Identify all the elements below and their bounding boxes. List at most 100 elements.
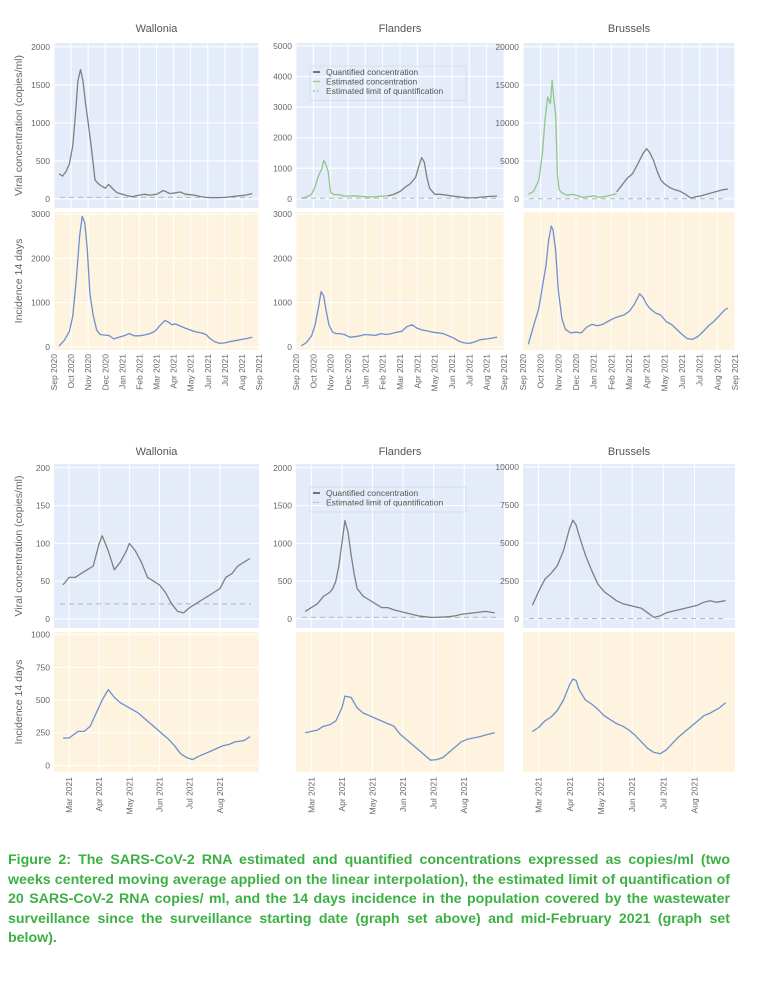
y-tick-label: 1000 [273,538,292,548]
y-tick-label: 15000 [495,80,519,90]
x-tick-label: Sep 2020 [518,354,528,391]
legend-entry: Estimated limit of quantification [326,498,443,508]
quantified-concentration-line [62,535,251,614]
concentration-panel-background [296,464,504,628]
panel-title: Flanders [379,446,422,458]
incidence-line [300,290,498,347]
panel-title: Brussels [608,23,651,35]
y-tick-label: 500 [36,156,50,166]
x-tick-label: Jun 2021 [627,777,637,812]
x-tick-label: Oct 2020 [66,354,76,389]
concentration-panel-background [54,464,259,628]
x-tick-label: Apr 2021 [337,777,347,812]
incidence-panel-background [54,632,259,772]
x-tick-label: Sep 2021 [254,354,264,391]
x-tick-label: Aug 2021 [237,354,247,391]
x-tick-label: Jun 2021 [677,354,687,389]
x-tick-label: Aug 2021 [689,777,699,814]
y-tick-label: 0 [287,342,292,352]
y-tick-label: 1000 [31,298,50,308]
x-tick-label: Apr 2021 [642,354,652,389]
y-tick-label: 0 [45,614,50,624]
y-tick-label: 7500 [500,500,519,510]
x-tick-label: Aug 2021 [482,354,492,391]
y-tick-label: 1000 [31,630,50,640]
x-tick-label: Nov 2020 [553,354,563,391]
incidence-line [532,678,727,755]
y-tick-label: 250 [36,728,50,738]
x-tick-label: May 2021 [430,354,440,392]
x-tick-label: Mar 2021 [152,354,162,390]
x-tick-label: Feb 2021 [378,354,388,390]
x-tick-label: Mar 2021 [534,777,544,813]
x-tick-label: Apr 2021 [94,777,104,812]
panel-title: Wallonia [136,446,179,458]
panel-title: Flanders [379,23,422,35]
y-tick-label: 2000 [273,253,292,263]
y-tick-label: 2500 [500,576,519,586]
quantified-concentration-line [387,156,498,199]
incidence-panel-background [523,632,735,772]
y-tick-label: 5000 [273,41,292,51]
x-tick-label: May 2021 [186,354,196,392]
y-tick-label: 20000 [495,42,519,52]
y-tick-label: 2000 [273,463,292,473]
x-tick-label: Jul 2021 [695,354,705,386]
x-tick-label: Apr 2021 [169,354,179,389]
incidence-line [305,695,495,761]
y-tick-label: 200 [36,463,50,473]
x-tick-label: Feb 2021 [606,354,616,390]
quantified-concentration-line [531,519,726,619]
x-tick-label: May 2021 [124,777,134,815]
x-tick-label: Apr 2021 [412,354,422,389]
x-tick-label: Sep 2021 [499,354,509,391]
incidence-line [58,215,253,347]
panel-title: Wallonia [136,23,179,35]
y-axis-label-concentration: Viral concentration (copies/ml) [13,55,25,196]
x-tick-label: Jan 2021 [117,354,127,389]
incidence-line [63,688,251,761]
x-tick-label: Sep 2021 [730,354,740,391]
y-tick-label: 750 [36,662,50,672]
x-tick-label: Oct 2020 [536,354,546,389]
y-tick-label: 100 [36,538,50,548]
x-tick-label: Dec 2020 [100,354,110,391]
x-tick-label: Feb 2021 [134,354,144,390]
x-tick-label: Jun 2021 [447,354,457,389]
y-tick-label: 1000 [31,118,50,128]
y-axis-label-incidence: Incidence 14 days [13,660,25,745]
y-tick-label: 1000 [273,163,292,173]
x-tick-label: Jul 2021 [658,777,668,809]
y-tick-label: 0 [45,760,50,770]
panel-title: Brussels [608,446,651,458]
estimated-concentration-line [527,79,617,199]
x-tick-label: Mar 2021 [624,354,634,390]
legend-entry: Estimated concentration [326,77,417,87]
y-tick-label: 500 [278,576,292,586]
y-tick-label: 3000 [273,102,292,112]
x-tick-label: Mar 2021 [64,777,74,813]
x-tick-label: Aug 2021 [712,354,722,391]
y-axis-label-concentration: Viral concentration (copies/ml) [13,475,25,616]
y-tick-label: 150 [36,501,50,511]
concentration-panel-background [523,464,735,628]
y-tick-label: 0 [45,342,50,352]
x-tick-label: Mar 2021 [306,777,316,813]
x-tick-label: Jun 2021 [203,354,213,389]
quantified-concentration-line [304,520,495,619]
x-tick-label: Aug 2021 [215,777,225,814]
y-tick-label: 10000 [495,462,519,472]
x-tick-label: Jul 2021 [185,777,195,809]
incidence-line [527,225,729,345]
y-tick-label: 3000 [273,209,292,219]
incidence-panel-background [296,632,504,772]
figure-caption: Figure 2: The SARS-CoV-2 RNA estimated a… [8,852,730,947]
quantified-concentration-line [58,68,253,199]
figure-charts: Wallonia Viral concentration (copies/ml) I… [13,23,740,815]
y-tick-label: 5000 [500,156,519,166]
legend-box [309,65,467,101]
y-tick-label: 5000 [500,538,519,548]
x-tick-label: Oct 2020 [308,354,318,389]
x-tick-label: Dec 2020 [571,354,581,391]
x-tick-label: Jan 2021 [589,354,599,389]
